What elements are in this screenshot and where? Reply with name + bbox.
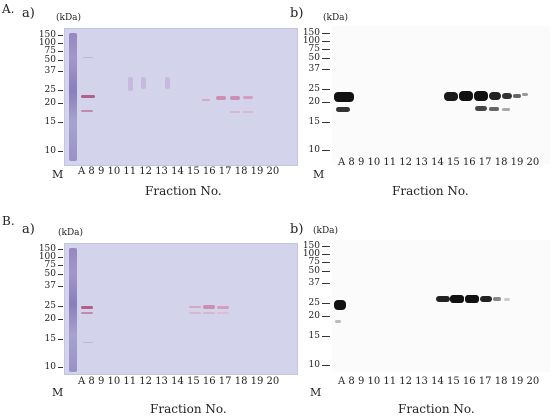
a-western-blot xyxy=(332,26,550,164)
section-b-gel-label: a) xyxy=(22,222,35,237)
mw-label: 75 xyxy=(308,257,320,267)
mw-label: 150 xyxy=(38,30,56,40)
section-a-blot-unit: (kDa) xyxy=(323,13,349,23)
mw-label: 25 xyxy=(44,85,56,95)
mw-label: 25 xyxy=(308,298,320,308)
mw-label: 50 xyxy=(44,55,56,65)
mw-label: 75 xyxy=(308,44,320,54)
mw-label: 10 xyxy=(308,145,320,155)
mw-label: 150 xyxy=(38,244,56,254)
mw-label: 100 xyxy=(302,249,320,259)
section-a-label: A. xyxy=(2,2,15,16)
mw-label: 75 xyxy=(44,46,56,56)
section-b-gel-unit: (kDa) xyxy=(58,228,84,238)
mw-label: 20 xyxy=(308,97,320,107)
b-sds-page-gel xyxy=(64,243,298,375)
mw-label: 37 xyxy=(44,281,56,291)
mw-label: 100 xyxy=(38,38,56,48)
mw-label: 50 xyxy=(308,266,320,276)
section-b-label: B. xyxy=(2,214,15,228)
mw-label: 15 xyxy=(308,331,320,341)
b-gel-fraction-label: Fraction No. xyxy=(150,402,227,416)
b-gel-lane-labels: A 8 9 10 11 12 13 14 15 16 17 18 19 20 xyxy=(78,376,280,387)
mw-label: 10 xyxy=(44,362,56,372)
a-gel-marker-label: M xyxy=(52,168,64,181)
a-blot-marker-label: M xyxy=(313,168,325,181)
mw-label: 20 xyxy=(44,98,56,108)
b-blot-fraction-label: Fraction No. xyxy=(398,402,475,416)
a-gel-fraction-label: Fraction No. xyxy=(145,184,222,198)
mw-label: 75 xyxy=(44,260,56,270)
b-western-blot xyxy=(332,240,550,372)
mw-label: 10 xyxy=(308,360,320,370)
mw-label: 100 xyxy=(302,36,320,46)
mw-label: 10 xyxy=(44,146,56,156)
mw-label: 150 xyxy=(302,28,320,38)
b-blot-lane-labels: A 8 9 10 11 12 13 14 15 16 17 18 19 20 xyxy=(338,376,540,387)
b-gel-marker-label: M xyxy=(52,386,64,399)
mw-label: 15 xyxy=(308,117,320,127)
mw-label: 20 xyxy=(44,314,56,324)
a-sds-page-gel xyxy=(64,28,298,166)
mw-label: 20 xyxy=(308,311,320,321)
a-blot-fraction-label: Fraction No. xyxy=(392,184,469,198)
mw-label: 25 xyxy=(44,301,56,311)
mw-label: 37 xyxy=(44,66,56,76)
mw-label: 15 xyxy=(44,117,56,127)
mw-label: 50 xyxy=(308,53,320,63)
a-blot-lane-labels: A 8 9 10 11 12 13 14 15 16 17 18 19 20 xyxy=(338,157,540,168)
mw-label: 37 xyxy=(308,64,320,74)
mw-label: 25 xyxy=(308,84,320,94)
b-blot-marker-label: M xyxy=(310,386,322,399)
mw-label: 150 xyxy=(302,241,320,251)
section-b-blot-unit: (kDa) xyxy=(313,226,339,236)
mw-label: 100 xyxy=(38,252,56,262)
mw-label: 15 xyxy=(44,334,56,344)
mw-label: 37 xyxy=(308,278,320,288)
section-b-blot-label: b) xyxy=(290,222,304,237)
mw-label: 50 xyxy=(44,269,56,279)
section-a-gel-label: a) xyxy=(22,6,35,21)
section-a-blot-label: b) xyxy=(290,6,304,21)
a-gel-lane-labels: A 8 9 10 11 12 13 14 15 16 17 18 19 20 xyxy=(78,166,280,177)
section-a-gel-unit: (kDa) xyxy=(56,13,82,23)
